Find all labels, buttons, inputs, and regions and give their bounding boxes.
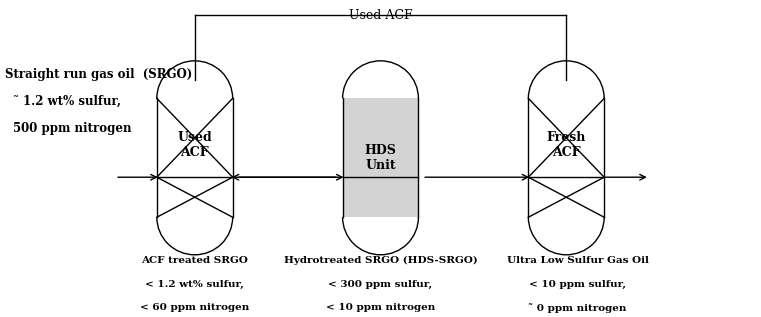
Text: Hydrotreated SRGO (HDS-SRGO): Hydrotreated SRGO (HDS-SRGO) <box>284 256 477 265</box>
Text: < 1.2 wt% sulfur,: < 1.2 wt% sulfur, <box>145 280 244 289</box>
Text: ˜ 1.2 wt% sulfur,: ˜ 1.2 wt% sulfur, <box>13 95 121 108</box>
Text: < 60 ppm nitrogen: < 60 ppm nitrogen <box>140 303 250 312</box>
Text: < 10 ppm sulfur,: < 10 ppm sulfur, <box>529 280 626 289</box>
Text: Ultra Low Sulfur Gas Oil: Ultra Low Sulfur Gas Oil <box>507 256 648 265</box>
Bar <box>342 98 419 217</box>
Text: Straight run gas oil  (SRGO): Straight run gas oil (SRGO) <box>5 68 193 81</box>
Text: ˜ 0 ppm nitrogen: ˜ 0 ppm nitrogen <box>528 303 627 313</box>
Text: ACF treated SRGO: ACF treated SRGO <box>142 256 248 265</box>
Text: Used
ACF: Used ACF <box>177 131 212 159</box>
Text: < 10 ppm nitrogen: < 10 ppm nitrogen <box>326 303 435 312</box>
Text: Fresh
ACF: Fresh ACF <box>546 131 586 159</box>
Text: < 300 ppm sulfur,: < 300 ppm sulfur, <box>329 280 432 289</box>
Text: 500 ppm nitrogen: 500 ppm nitrogen <box>13 122 131 135</box>
Text: HDS
Unit: HDS Unit <box>365 144 396 172</box>
Text: Used ACF: Used ACF <box>349 9 412 22</box>
